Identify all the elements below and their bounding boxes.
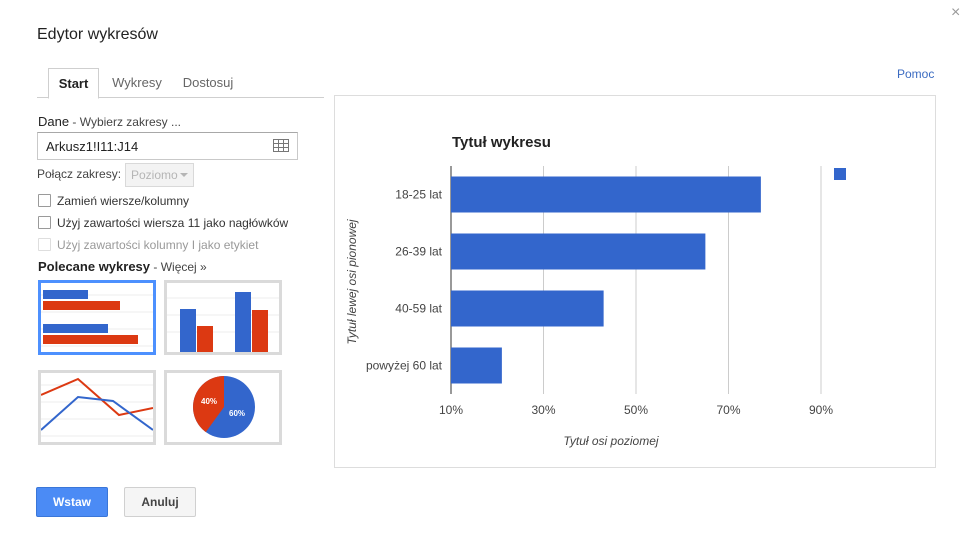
recommended-charts-label: Polecane wykresy — [38, 259, 151, 274]
x-axis-title: Tytuł osi poziomej — [563, 434, 658, 448]
pie-label-40: 40% — [201, 397, 217, 406]
cancel-button[interactable]: Anuluj — [124, 487, 196, 517]
bar — [451, 290, 604, 327]
bar — [451, 176, 761, 213]
category-label: 26-39 lat — [395, 245, 442, 259]
pie-chart-thumb-icon: 40% 60% — [192, 376, 255, 438]
thumbnail-bar-chart[interactable] — [38, 280, 156, 355]
more-charts-link[interactable]: - Więcej » — [150, 260, 207, 274]
x-tick-label: 50% — [624, 403, 648, 417]
tab-customize[interactable]: Dostosuj — [182, 75, 234, 90]
close-icon[interactable]: × — [951, 4, 961, 21]
checkbox[interactable] — [38, 194, 51, 207]
tab-start[interactable]: Start — [48, 68, 99, 99]
thumbnail-line-chart[interactable] — [38, 370, 156, 445]
grid-icon[interactable] — [273, 139, 289, 152]
x-tick-label: 70% — [716, 403, 740, 417]
option-row-headers[interactable]: Użyj zawartości wiersza 11 jako nagłówkó… — [38, 216, 288, 230]
chart-title: Tytuł wykresu — [452, 134, 551, 151]
dialog-title: Edytor wykresów — [37, 26, 158, 43]
help-link[interactable]: Pomoc — [897, 67, 935, 81]
option-swap-rows-cols[interactable]: Zamień wiersze/kolumny — [38, 194, 189, 208]
option-label: Użyj zawartości wiersza 11 jako nagłówkó… — [57, 216, 289, 230]
checkbox — [38, 238, 51, 251]
editor-tabs: Start Wykresy Dostosuj — [37, 68, 324, 99]
x-tick-label: 90% — [809, 403, 833, 417]
category-label: 18-25 lat — [395, 188, 442, 202]
line-chart-thumb-icon — [41, 377, 153, 437]
y-axis-title: Tytuł lewej osi pionowej — [345, 219, 359, 345]
select-ranges-link[interactable]: - Wybierz zakresy ... — [69, 115, 181, 129]
chevron-down-icon — [180, 173, 188, 177]
column-chart-thumb-icon — [167, 292, 279, 352]
x-tick-label: 10% — [439, 403, 463, 417]
option-label: Użyj zawartości kolumny I jako etykiet — [57, 238, 259, 252]
category-label: 40-59 lat — [395, 302, 442, 316]
thumbnail-column-chart[interactable] — [164, 280, 282, 355]
bar-chart-thumb-icon — [41, 290, 153, 347]
combine-ranges-select[interactable]: Poziomo — [125, 163, 194, 187]
x-tick-label: 30% — [531, 403, 555, 417]
bar — [451, 233, 706, 270]
chart-preview[interactable]: Tytuł wykresu 18-25 lat 26-39 lat 40-59 la… — [334, 95, 936, 468]
legend-swatch — [834, 168, 846, 180]
option-label: Zamień wiersze/kolumny — [57, 194, 190, 208]
data-label-text: Dane — [38, 114, 70, 129]
recommended-charts-title: Polecane wykresy - Więcej » — [38, 259, 207, 274]
option-column-labels: Użyj zawartości kolumny I jako etykiet — [38, 238, 258, 252]
combine-ranges-label: Połącz zakresy: — [37, 167, 122, 181]
bar-chart: Tytuł wykresu 18-25 lat 26-39 lat 40-59 la… — [345, 134, 846, 448]
insert-button[interactable]: Wstaw — [36, 487, 108, 517]
category-label: powyżej 60 lat — [366, 359, 443, 373]
checkbox[interactable] — [38, 216, 51, 229]
data-label: Dane - Wybierz zakresy ... — [38, 114, 181, 129]
range-input[interactable] — [37, 132, 298, 160]
combine-ranges-value: Poziomo — [131, 168, 178, 182]
pie-label-60: 60% — [229, 409, 245, 418]
thumbnail-pie-chart[interactable]: 40% 60% — [164, 370, 282, 445]
tab-charts[interactable]: Wykresy — [112, 75, 162, 90]
bar — [451, 347, 502, 384]
